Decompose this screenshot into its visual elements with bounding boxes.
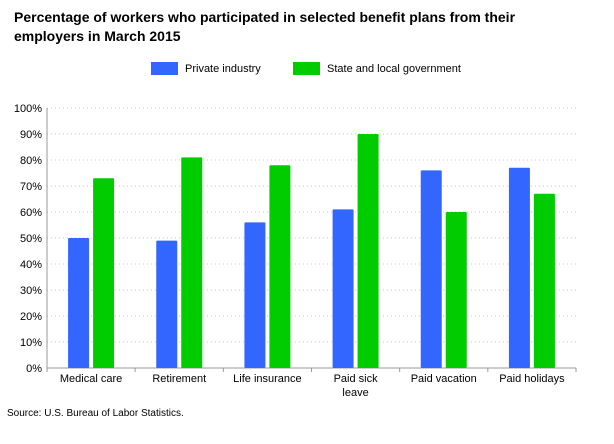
x-tick-label: Paid holidays <box>499 373 565 385</box>
y-tick-label: 100% <box>14 103 42 115</box>
bar-state <box>181 157 203 368</box>
y-tick-label: 0% <box>26 363 42 375</box>
legend-label-private: Private industry <box>185 62 261 75</box>
bar-state <box>269 165 291 368</box>
y-tick-label: 40% <box>20 259 42 271</box>
x-tick-label: Paid vacation <box>411 373 477 385</box>
legend-swatch-state <box>293 62 320 75</box>
x-tick-label: Paid sick <box>334 373 379 385</box>
y-tick-label: 70% <box>20 181 42 193</box>
y-tick-label: 30% <box>20 285 42 297</box>
bar-private <box>332 209 354 368</box>
legend-item-private: Private industry <box>151 62 261 75</box>
y-tick-label: 20% <box>20 311 42 323</box>
legend-item-state: State and local government <box>293 62 461 75</box>
bar-private <box>244 222 266 368</box>
y-tick-label: 80% <box>20 155 42 167</box>
legend-swatch-private <box>151 62 178 75</box>
bar-private <box>508 167 530 368</box>
chart-title: Percentage of workers who participated i… <box>14 9 516 44</box>
source-note: Source: U.S. Bureau of Labor Statistics. <box>7 408 184 419</box>
x-tick-label: Medical care <box>60 373 122 385</box>
bar-state <box>93 178 115 368</box>
bar-private <box>420 170 442 368</box>
bar-state <box>357 134 379 368</box>
x-tick-label: leave <box>342 387 368 399</box>
bar-private <box>68 238 90 368</box>
bar-state <box>533 193 555 368</box>
legend-label-state: State and local government <box>327 62 461 75</box>
x-tick-label: Life insurance <box>233 373 302 385</box>
bar-state <box>445 212 467 368</box>
y-tick-label: 10% <box>20 337 42 349</box>
y-tick-label: 50% <box>20 233 42 245</box>
x-tick-label: Retirement <box>152 373 206 385</box>
bar-private <box>156 240 178 368</box>
y-tick-label: 90% <box>20 129 42 141</box>
y-tick-label: 60% <box>20 207 42 219</box>
